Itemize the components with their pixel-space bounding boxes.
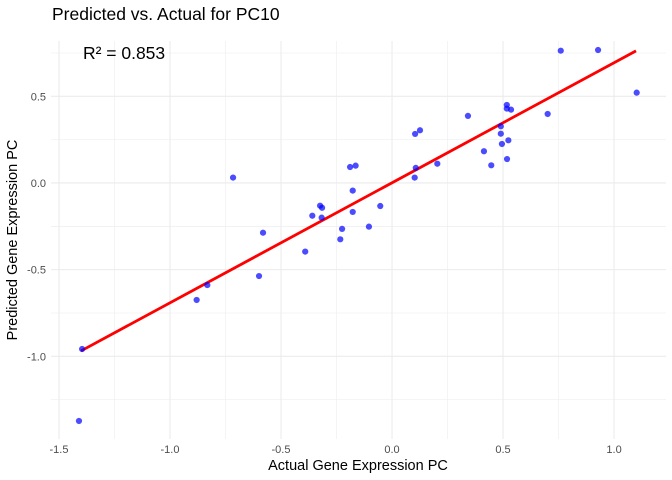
- data-point: [497, 130, 504, 137]
- y-tick-label: -1.0: [27, 351, 46, 363]
- data-point: [633, 89, 640, 96]
- data-point: [349, 208, 356, 216]
- data-point: [544, 110, 551, 118]
- data-point: [377, 202, 384, 210]
- data-point: [229, 174, 237, 181]
- data-point: [412, 164, 419, 171]
- x-tick-label: -1.5: [50, 444, 69, 456]
- data-point: [507, 106, 515, 113]
- x-tick-label: 1.0: [606, 444, 621, 456]
- x-axis-ticks: -1.5 -1.0 -0.5 0.0 0.5 1.0: [50, 444, 622, 456]
- data-point: [412, 130, 419, 138]
- data-point: [411, 174, 418, 181]
- data-point: [193, 296, 200, 304]
- data-point: [318, 204, 326, 211]
- x-axis-title: Actual Gene Expression PC: [268, 458, 448, 474]
- regression-line-layer: [80, 49, 637, 353]
- y-axis-ticks: -1.0 -0.5 0.0 0.5: [27, 91, 46, 363]
- data-point: [464, 112, 472, 119]
- data-point: [497, 123, 504, 130]
- data-point: [352, 162, 359, 169]
- data-point: [416, 127, 424, 134]
- data-point: [480, 148, 488, 155]
- data-point: [75, 417, 83, 425]
- regression-line: [80, 49, 637, 353]
- data-point: [302, 248, 309, 255]
- y-tick-label: -0.5: [27, 265, 46, 277]
- x-tick-label: 0.0: [384, 444, 399, 456]
- y-axis-title: Predicted Gene Expression PC: [5, 140, 21, 341]
- data-point: [434, 160, 441, 167]
- x-tick-label: -1.0: [161, 444, 180, 456]
- x-tick-label: -0.5: [272, 444, 291, 456]
- data-point: [337, 236, 344, 243]
- data-point: [503, 155, 511, 163]
- x-tick-label: 0.5: [495, 444, 510, 456]
- annotations: R² = 0.853: [83, 43, 165, 63]
- r-squared-annotation: R² = 0.853: [83, 43, 165, 63]
- data-point: [498, 140, 506, 148]
- data-point: [505, 137, 512, 144]
- data-point: [488, 162, 495, 169]
- y-tick-label: 0.5: [31, 91, 46, 103]
- data-point: [255, 272, 263, 280]
- data-point: [594, 46, 602, 54]
- data-point: [338, 225, 346, 233]
- data-point: [346, 163, 354, 171]
- points-layer: [75, 46, 640, 425]
- data-point: [365, 223, 373, 230]
- data-point: [557, 47, 564, 54]
- data-point: [78, 345, 86, 353]
- data-point: [204, 281, 211, 289]
- data-point: [349, 187, 356, 194]
- y-tick-label: 0.0: [31, 178, 46, 190]
- chart-title: Predicted vs. Actual for PC10: [52, 4, 280, 24]
- gridlines: [51, 41, 666, 439]
- data-point: [318, 214, 325, 221]
- data-point: [259, 229, 267, 236]
- data-point: [309, 212, 316, 219]
